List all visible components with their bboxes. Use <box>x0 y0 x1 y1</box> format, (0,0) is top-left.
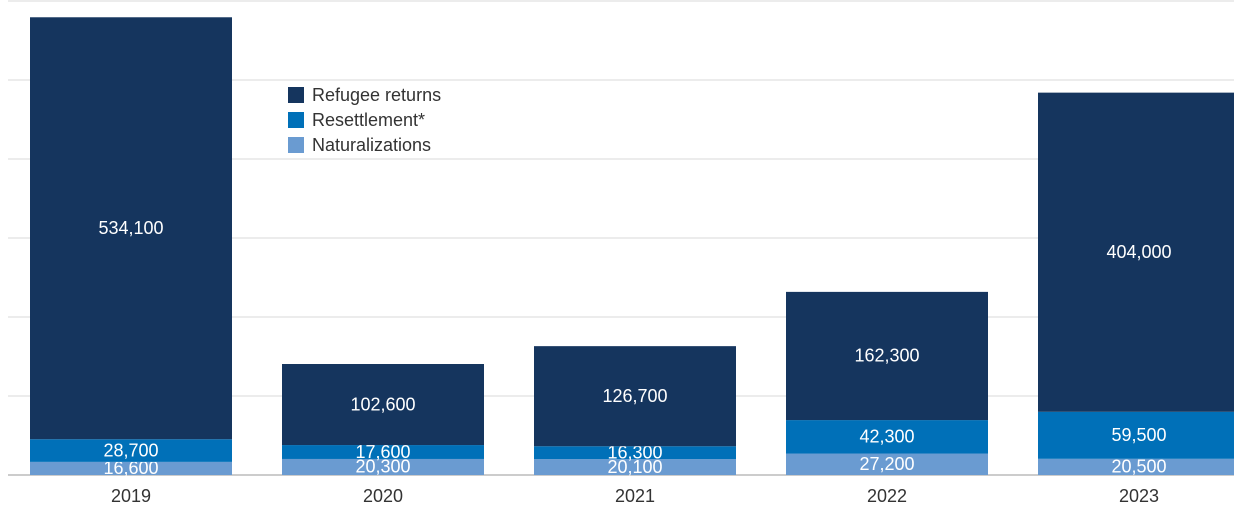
legend-label: Resettlement* <box>312 110 425 130</box>
bar-segment <box>30 439 232 462</box>
data-label: 534,100 <box>98 218 163 238</box>
x-tick-label: 2022 <box>867 486 907 506</box>
data-label: 404,000 <box>1106 242 1171 262</box>
legend-swatch <box>288 87 304 103</box>
x-tick-label: 2019 <box>111 486 151 506</box>
bar-segment <box>1038 92 1234 412</box>
bar-segment <box>1038 458 1234 475</box>
data-label: 59,500 <box>1111 425 1166 445</box>
data-label: 20,500 <box>1111 457 1166 477</box>
x-tick-label: 2021 <box>615 486 655 506</box>
bar-segment <box>786 420 988 454</box>
legend-swatch <box>288 112 304 128</box>
bar-segment <box>786 291 988 421</box>
bar-segment <box>30 17 232 440</box>
bar-segment <box>1038 411 1234 459</box>
data-label: 27,200 <box>859 454 914 474</box>
bar-segment <box>282 458 484 475</box>
data-label: 42,300 <box>859 427 914 447</box>
legend-label: Refugee returns <box>312 85 441 105</box>
legend-label: Naturalizations <box>312 135 431 155</box>
bar-segment <box>282 445 484 459</box>
data-label: 162,300 <box>854 346 919 366</box>
bar-segment <box>282 364 484 446</box>
legend-swatch <box>288 137 304 153</box>
data-label: 17,600 <box>355 442 410 462</box>
bar-segment <box>534 459 736 475</box>
bar-segment <box>30 461 232 475</box>
bar-segment <box>534 346 736 447</box>
bar-segment <box>534 446 736 460</box>
data-label: 126,700 <box>602 386 667 406</box>
data-label: 20,300 <box>355 457 410 477</box>
data-label: 16,300 <box>607 442 662 462</box>
data-label: 20,100 <box>607 457 662 477</box>
x-tick-label: 2020 <box>363 486 403 506</box>
bar-segment <box>786 453 988 475</box>
data-label: 102,600 <box>350 394 415 414</box>
data-label: 16,600 <box>103 458 158 478</box>
x-tick-label: 2023 <box>1119 486 1159 506</box>
data-label: 28,700 <box>103 440 158 460</box>
